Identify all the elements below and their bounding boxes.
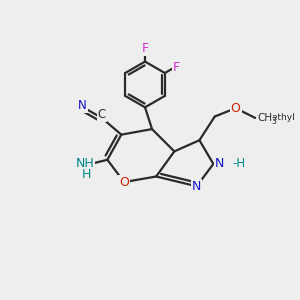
Text: C: C — [98, 108, 106, 121]
Text: N: N — [192, 180, 201, 193]
Text: N: N — [215, 158, 224, 170]
Text: F: F — [173, 61, 180, 74]
Text: O: O — [231, 102, 241, 115]
Text: methyl: methyl — [263, 113, 295, 122]
Text: NH: NH — [76, 157, 94, 169]
Text: F: F — [142, 42, 148, 55]
Text: 3: 3 — [272, 117, 276, 126]
Text: CH: CH — [257, 113, 273, 123]
Text: -H: -H — [232, 157, 245, 170]
Text: N: N — [78, 99, 87, 112]
Text: O: O — [119, 176, 129, 189]
Text: H: H — [82, 168, 91, 181]
